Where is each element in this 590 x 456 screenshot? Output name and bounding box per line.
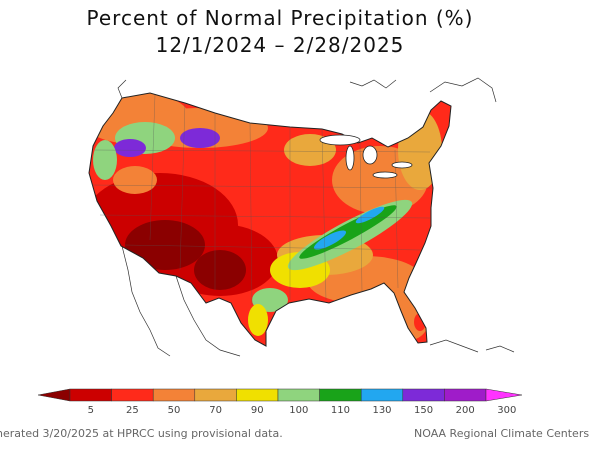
legend-tick-label: 70 bbox=[209, 405, 222, 416]
canada-outline-east bbox=[349, 79, 397, 89]
legend-swatch bbox=[277, 388, 320, 402]
legend-swatch bbox=[236, 388, 279, 402]
generated-note: nerated 3/20/2025 at HPRCC using provisi… bbox=[0, 427, 283, 440]
lake-ontario bbox=[391, 161, 413, 169]
lake-michigan bbox=[345, 145, 355, 171]
legend-tick-label: 90 bbox=[251, 405, 264, 416]
legend-swatch bbox=[444, 388, 487, 402]
precipitation-fields bbox=[89, 93, 451, 346]
state-borders bbox=[91, 94, 433, 306]
great-lakes bbox=[319, 134, 413, 179]
map-date-range: 12/1/2024 – 2/28/2025 bbox=[155, 33, 405, 57]
lake-erie bbox=[372, 171, 398, 179]
legend-swatch bbox=[319, 388, 362, 402]
legend-tick-label: 200 bbox=[456, 405, 475, 416]
legend-tick-label: 100 bbox=[289, 405, 308, 416]
neighboring-land-outlines bbox=[117, 77, 515, 357]
legend-swatch bbox=[152, 388, 196, 402]
legend-swatch bbox=[111, 388, 154, 402]
caribbean-outline bbox=[429, 339, 479, 353]
legend-swatch bbox=[360, 388, 404, 402]
legend-swatch bbox=[69, 388, 112, 402]
lake-superior bbox=[319, 134, 361, 146]
credit-note: NOAA Regional Climate Centers bbox=[414, 427, 590, 440]
legend-tick-label: 110 bbox=[331, 405, 350, 416]
maritimes-outline bbox=[429, 77, 497, 103]
mexico-gulf-outline bbox=[175, 275, 241, 357]
legend-tick-label: 25 bbox=[126, 405, 139, 416]
legend-arrow-high bbox=[485, 388, 523, 402]
lake-huron bbox=[362, 145, 378, 165]
legend-tick-label: 130 bbox=[372, 405, 391, 416]
map-title: Percent of Normal Precipitation (%) bbox=[86, 6, 474, 30]
legend-swatch bbox=[402, 388, 445, 402]
mexico-coast-outline bbox=[121, 245, 171, 357]
canada-coast-outline bbox=[117, 79, 127, 99]
legend-swatch bbox=[194, 388, 237, 402]
legend-tick-label: 5 bbox=[88, 405, 94, 416]
color-legend: 5 25 50 70 90 100 110 130 150 200 300 bbox=[37, 388, 523, 416]
legend-tick-label: 300 bbox=[497, 405, 516, 416]
legend-tick-label: 150 bbox=[414, 405, 433, 416]
legend-tick-label: 50 bbox=[168, 405, 181, 416]
hispaniola-outline bbox=[485, 345, 515, 353]
legend-arrow-low bbox=[37, 388, 71, 402]
